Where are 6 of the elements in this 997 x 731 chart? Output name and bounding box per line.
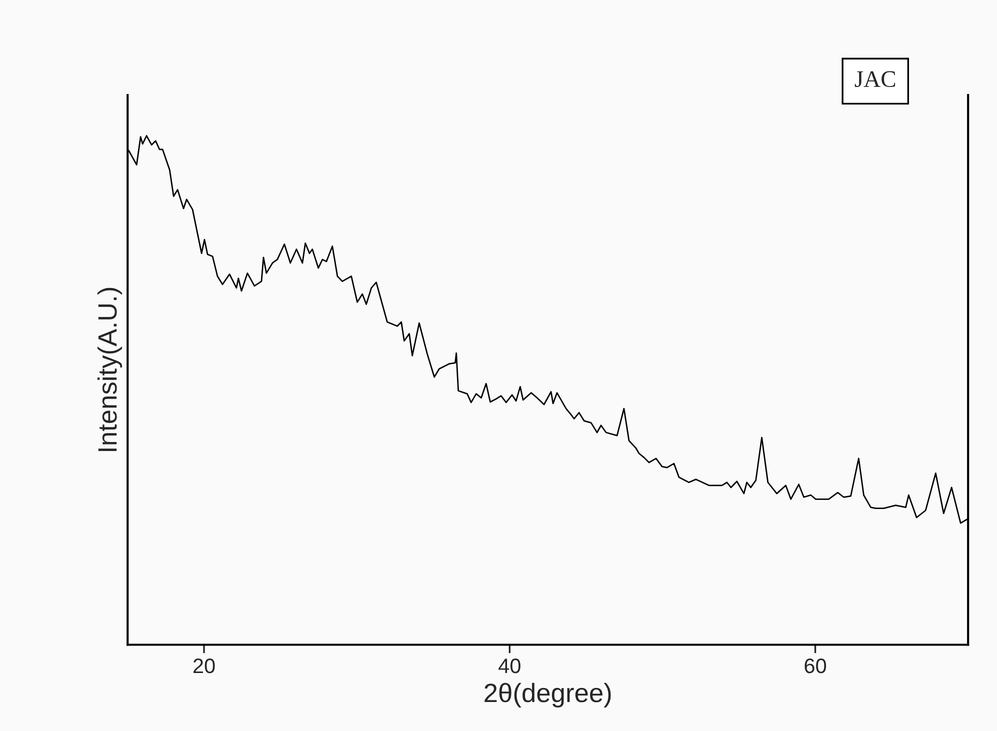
x-tick-label: 20 <box>193 658 215 674</box>
x-tick-label: 40 <box>498 658 520 674</box>
y-axis-title: Intensity(A.U.) <box>97 288 122 452</box>
x-axis-title: 2θ(degree) <box>484 682 611 708</box>
text: JAC <box>854 71 896 88</box>
x-tick-label: 60 <box>804 658 826 674</box>
